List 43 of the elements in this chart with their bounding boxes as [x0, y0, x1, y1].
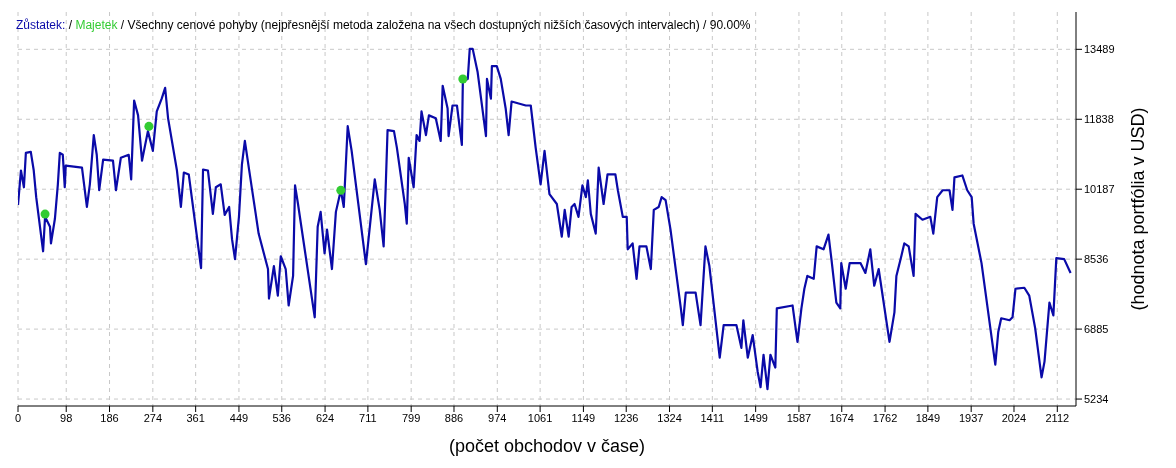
- x-tick-label: 0: [14, 411, 22, 424]
- x-axis-title: (počet obchodov v čase): [448, 436, 646, 456]
- x-tick-label: 1499: [743, 411, 768, 424]
- text: Všechny cenové pohyby (nejpřesnější metoda založena na všech dostupných nižších časových intervalech) / 90.00%: [127, 18, 751, 32]
- x-tick-label: 536: [272, 411, 291, 424]
- x-tick-label: 624: [315, 411, 335, 424]
- x-tick-label: 274: [143, 411, 163, 424]
- x-tick-label: 361: [186, 411, 205, 424]
- y-tick-label: 5234: [1084, 392, 1109, 405]
- point: [458, 74, 468, 84]
- point: [40, 209, 50, 219]
- y-tick-label: 11838: [1084, 113, 1114, 126]
- point: [144, 121, 154, 131]
- point: [336, 185, 346, 195]
- x-tick-label: 1061: [527, 411, 553, 424]
- text: Zůstatek:: [16, 18, 66, 32]
- x-tick-label: 1849: [915, 411, 941, 424]
- x-tick-label: 711: [359, 411, 377, 424]
- x-tick-label: 186: [100, 411, 119, 424]
- x-tick-label: 799: [402, 411, 421, 424]
- x-tick-label: 1762: [872, 411, 898, 424]
- x-tick-label: 2112: [1045, 411, 1070, 424]
- x-tick-label: 1937: [958, 411, 984, 424]
- x-tick-label: 1324: [657, 411, 682, 424]
- x-tick-label: 1149: [571, 411, 596, 424]
- y-tick-label: 10187: [1084, 183, 1115, 196]
- y-axis-title: (hodnota portfólia v USD): [1128, 107, 1149, 311]
- y-tick-label: 13489: [1084, 43, 1115, 56]
- annotation: /: [67, 18, 74, 32]
- x-tick-label: 98: [60, 411, 73, 424]
- x-tick-label: 1411: [700, 411, 725, 424]
- annotation: /: [119, 18, 126, 32]
- y-tick-label: 8536: [1084, 253, 1109, 266]
- x-tick-label: 886: [444, 411, 464, 424]
- x-tick-label: 1674: [829, 411, 855, 424]
- line-series: [18, 47, 1072, 391]
- x-tick-label: 974: [488, 411, 507, 424]
- x-tick-label: 2024: [1001, 411, 1027, 424]
- x-tick-label: 1587: [786, 411, 812, 424]
- x-tick-label: 449: [229, 411, 249, 424]
- y-tick-label: 6885: [1084, 323, 1109, 336]
- x-tick-label: 1236: [613, 411, 639, 424]
- text: Majetek: [75, 18, 118, 32]
